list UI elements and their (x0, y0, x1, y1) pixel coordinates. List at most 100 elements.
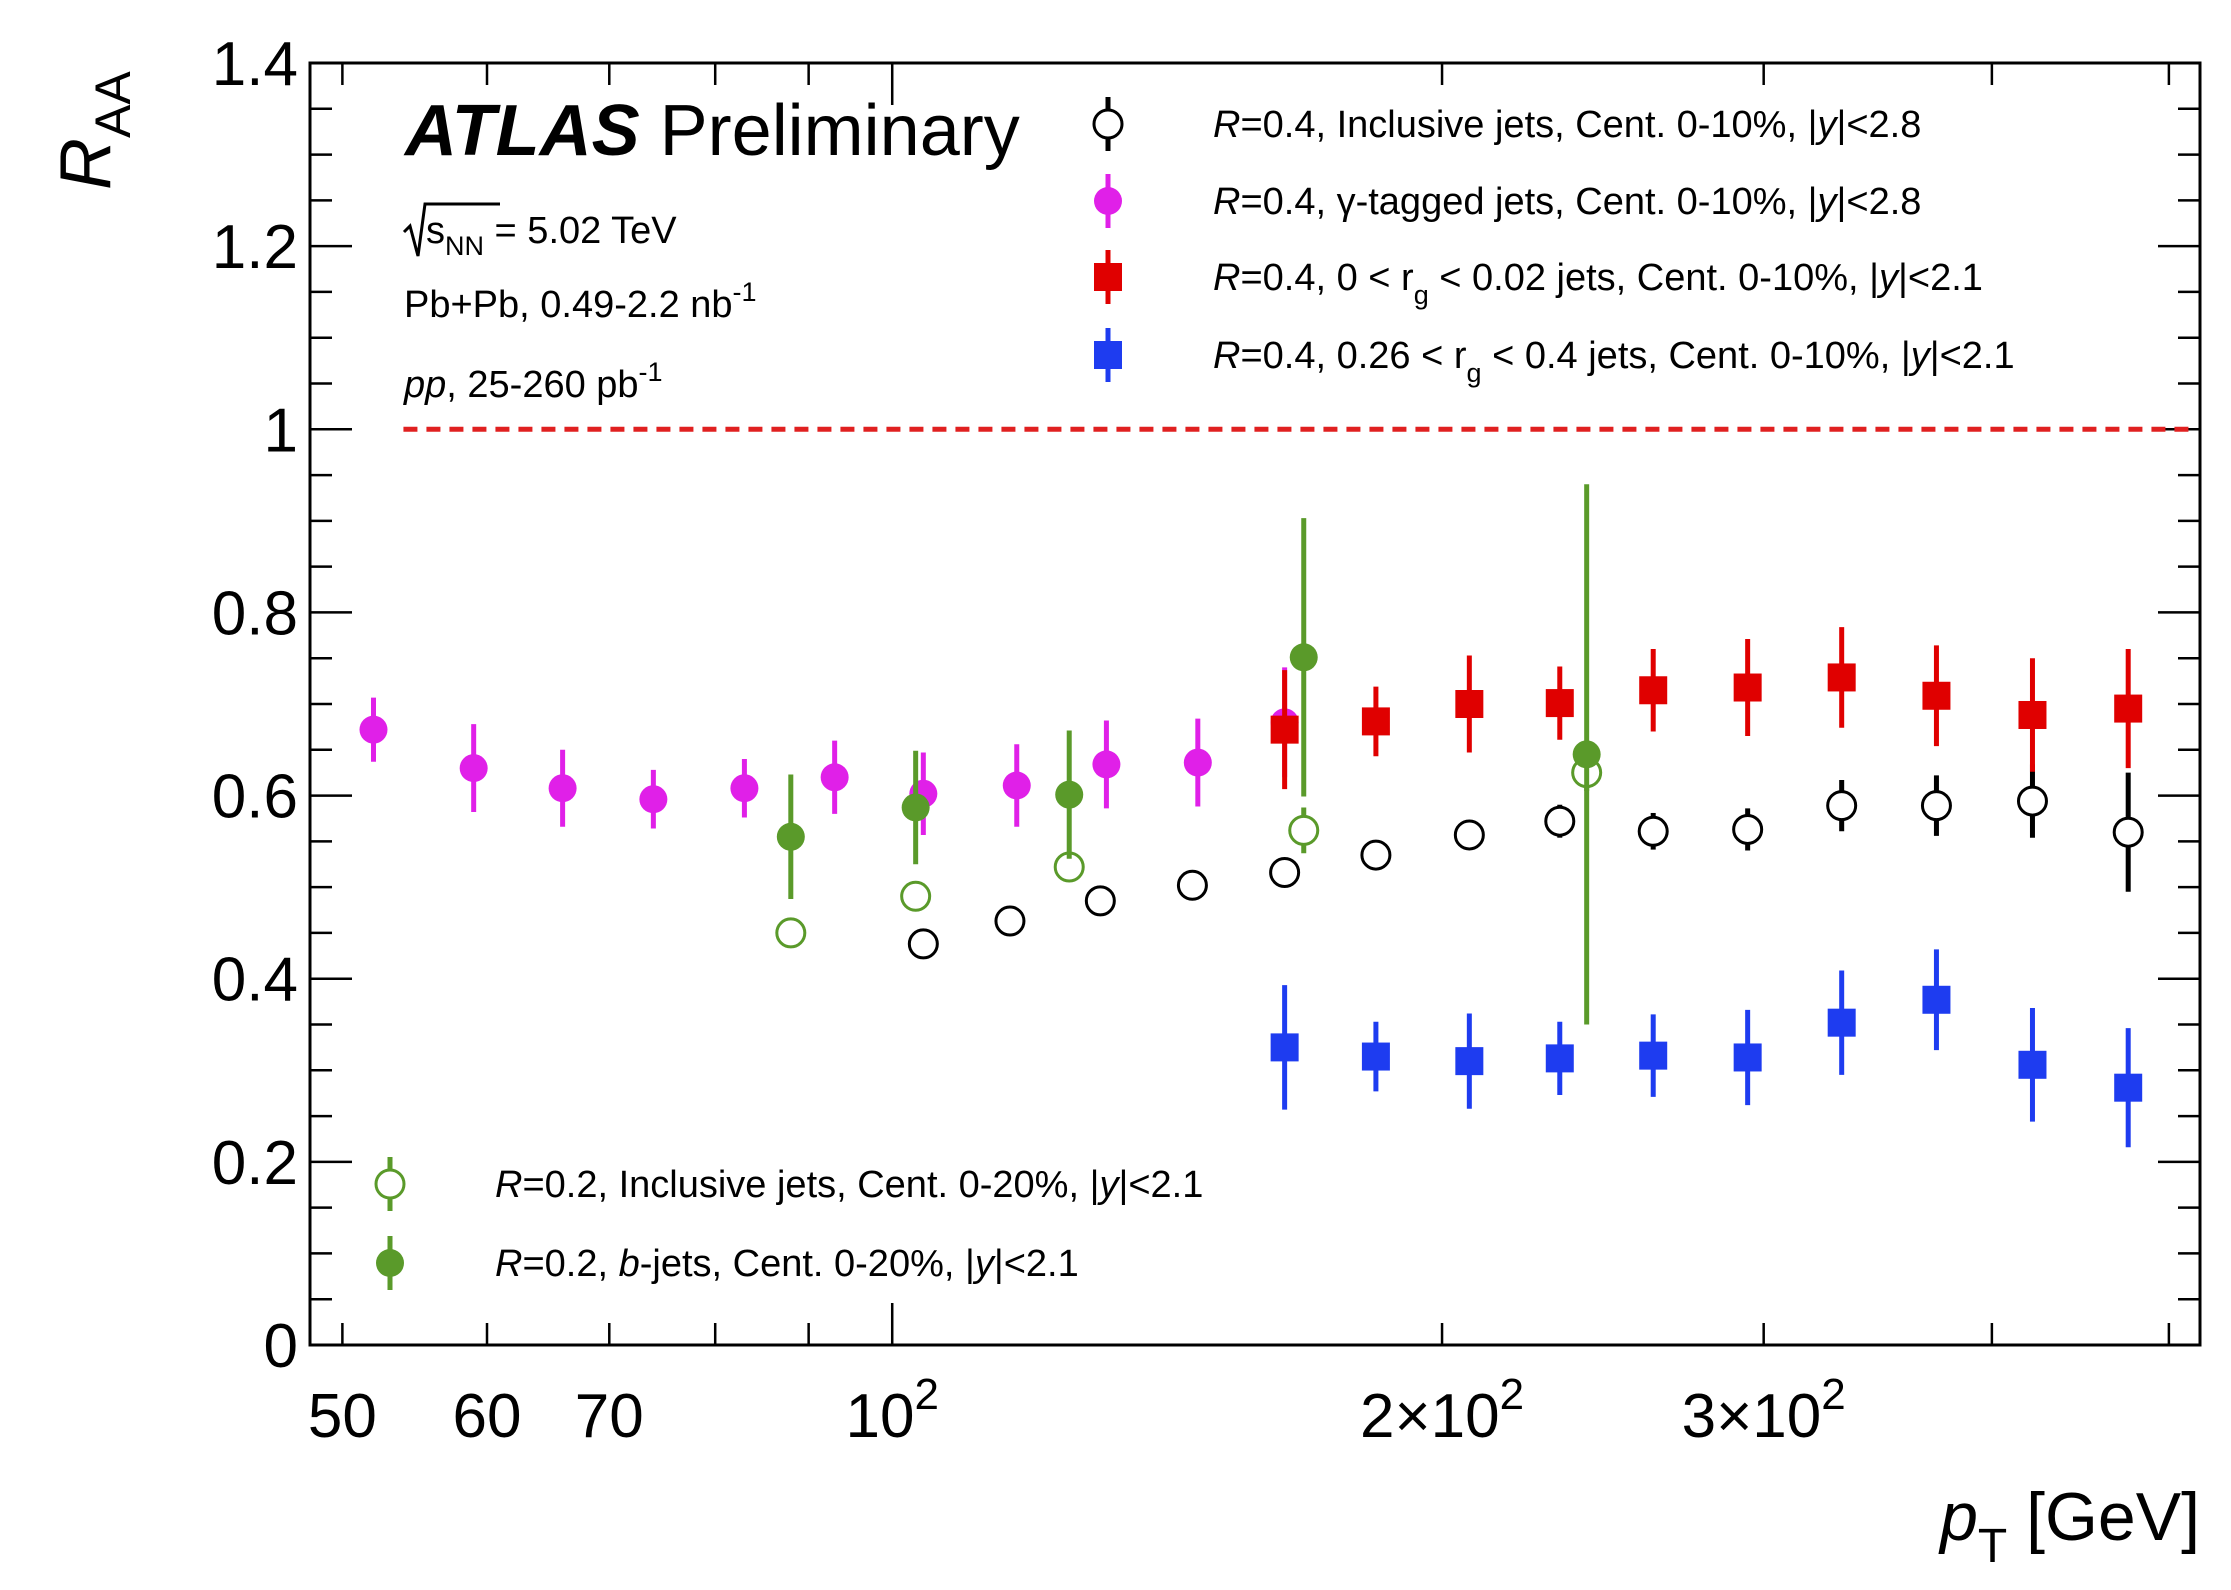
series-3 (1270, 949, 2143, 1148)
data-point (1453, 819, 1485, 851)
pbpb-sup: -1 (733, 277, 757, 307)
x-axis-label-main: p (1938, 1479, 1978, 1555)
legend-text: R (1213, 335, 1240, 377)
x-tick-label: 102 (845, 1370, 938, 1451)
legend-text: y (1814, 104, 1838, 146)
energy-s: s (426, 210, 445, 252)
y-tick-label: 1.2 (212, 213, 298, 282)
legend-marker (374, 1168, 406, 1200)
x-tick-label: 3×102 (1682, 1370, 1846, 1451)
data-point (2018, 1050, 2047, 1079)
legend-text: |<2.1 (994, 1243, 1079, 1285)
legend-text: R (495, 1164, 522, 1206)
x-axis-label-unit: [GeV] (2007, 1479, 2200, 1555)
legend-text: -jets, Cent. 0-20%, | (640, 1243, 975, 1285)
data-point (2016, 785, 2048, 817)
data-point (1270, 1033, 1299, 1062)
legend-marker (1094, 187, 1122, 215)
x-axis-label-sub: T (1978, 1520, 2007, 1573)
legend-text: b (619, 1243, 640, 1285)
data-point (1176, 869, 1208, 901)
data-point (1269, 856, 1301, 888)
data-point (2114, 1073, 2143, 1102)
pp-label: pp, 25-260 pb-1 (403, 357, 663, 406)
legend-label: R=0.4, Inclusive jets, Cent. 0-10%, |y|<… (1213, 104, 1921, 146)
data-point (1545, 689, 1574, 718)
axis-labels: pT [GeV]RAA (46, 71, 2200, 1573)
data-point (775, 917, 807, 949)
x-tick-label: 50 (308, 1382, 377, 1451)
x-tick-exponent: 2 (1500, 1370, 1524, 1419)
x-tick-base: 3×10 (1682, 1382, 1822, 1451)
data-point (1361, 1042, 1390, 1071)
axis-ticks (310, 61, 2200, 1347)
data-point (1827, 1008, 1856, 1037)
legend-text: =0.2, (522, 1243, 618, 1285)
legend-text: R (1213, 257, 1240, 299)
data-point (2018, 700, 2047, 729)
data-point (1922, 681, 1951, 710)
data-point (1092, 750, 1121, 779)
legend-text: |<2.1 (1118, 1164, 1203, 1206)
data-point (1545, 1044, 1574, 1073)
legend-text: |<2.8 (1836, 104, 1921, 146)
data-point (1732, 813, 1764, 845)
data-point (1288, 814, 1320, 846)
y-tick-label: 0.2 (212, 1129, 298, 1198)
legend: R=0.4, Inclusive jets, Cent. 0-10%, |y|<… (374, 97, 2015, 1290)
legend-text: |<2.1 (1930, 335, 2015, 377)
data-point (1826, 790, 1858, 822)
data-point (2114, 694, 2143, 723)
legend-text: < 0.02 jets, Cent. 0-10%, | (1429, 257, 1879, 299)
x-axis-label: pT [GeV] (1938, 1479, 2200, 1573)
data-point (1084, 885, 1116, 917)
legend-entry-5: R=0.2, b-jets, Cent. 0-20%, |y|<2.1 (376, 1236, 1079, 1290)
x-tick-labels: 50 60 70 102 2×102 3×102 (308, 1370, 1846, 1451)
legend-label: R=0.2, b-jets, Cent. 0-20%, |y|<2.1 (495, 1243, 1079, 1285)
pp-text: , 25-260 pb (446, 364, 638, 406)
data-point (994, 905, 1026, 937)
preliminary-text: Preliminary (640, 91, 1020, 171)
legend-marker (1092, 108, 1124, 140)
data-point (1639, 676, 1668, 705)
data-point (907, 928, 939, 960)
data-point (1055, 780, 1084, 809)
legend-label: R=0.2, Inclusive jets, Cent. 0-20%, |y|<… (495, 1164, 1203, 1206)
pbpb-label: Pb+Pb, 0.49-2.2 nb-1 (404, 277, 757, 326)
legend-text: < 0.4 jets, Cent. 0-10%, | (1482, 335, 1911, 377)
data-point (1572, 740, 1601, 769)
y-tick-label: 0.6 (212, 763, 298, 832)
x-tick-label: 2×102 (1360, 1370, 1524, 1451)
data-point (1922, 985, 1951, 1014)
x-tick-base: 10 (845, 1382, 914, 1451)
data-point (1270, 715, 1299, 744)
legend-label: R=0.4, γ-tagged jets, Cent. 0-10%, |y|<2… (1213, 181, 1921, 223)
data-point (1920, 790, 1952, 822)
data-point (1002, 771, 1031, 800)
data-point (548, 774, 577, 803)
x-tick-exponent: 2 (914, 1370, 938, 1419)
pbpb-text: Pb+Pb, 0.49-2.2 nb (404, 284, 733, 326)
legend-label: R=0.4, 0.26 < rg < 0.4 jets, Cent. 0-10%… (1213, 335, 2015, 388)
series-0 (907, 764, 2144, 960)
legend-text: y (972, 1243, 996, 1285)
legend-subscript: g (1414, 280, 1429, 310)
data-point (1827, 663, 1856, 692)
data-point (1361, 707, 1390, 736)
data-markers (359, 484, 2144, 1148)
sqrt-icon (402, 202, 500, 257)
legend-text: R (1213, 104, 1240, 146)
data-point (1639, 1041, 1668, 1070)
annotations: ATLAS Preliminary sNN = 5.02 TeV Pb+Pb, 0.… (402, 91, 1020, 406)
legend-entry-1: R=0.4, γ-tagged jets, Cent. 0-10%, |y|<2… (1094, 174, 1921, 228)
data-point (459, 754, 488, 783)
energy-rest: = 5.02 TeV (484, 210, 677, 252)
y-tick-label: 0.8 (212, 579, 298, 648)
legend-entry-4: R=0.2, Inclusive jets, Cent. 0-20%, |y|<… (374, 1157, 1203, 1211)
x-tick-label: 70 (575, 1382, 644, 1451)
atlas-text: ATLAS (403, 91, 640, 171)
legend-text: =0.4, 0.26 < r (1240, 335, 1466, 377)
legend-entry-0: R=0.4, Inclusive jets, Cent. 0-10%, |y|<… (1092, 97, 1921, 151)
y-tick-label: 1 (264, 396, 298, 465)
